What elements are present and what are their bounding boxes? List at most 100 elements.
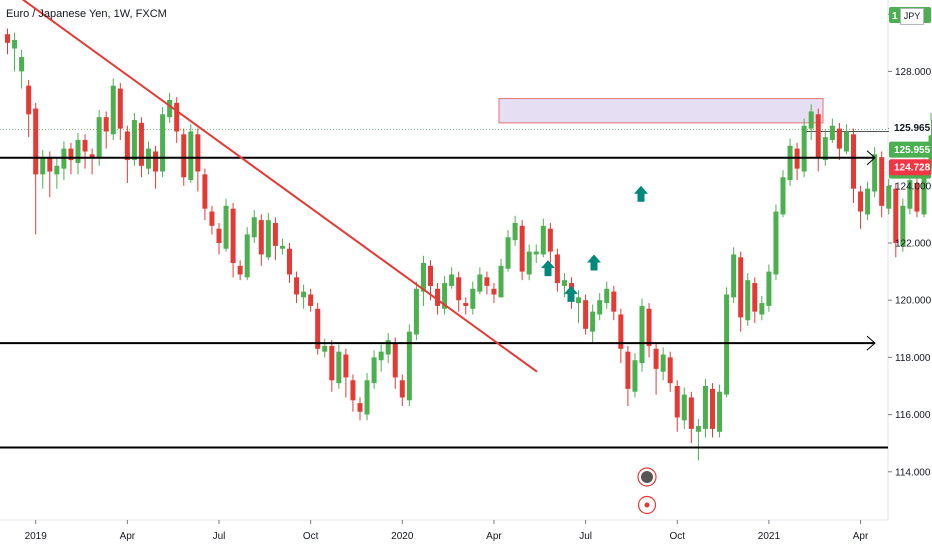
candle-body xyxy=(533,251,539,255)
y-tick-label: 124.000 xyxy=(895,181,932,192)
last-price-label: 125.965 xyxy=(894,123,931,134)
bullish-arrow-icon xyxy=(541,260,555,277)
x-tick-label: 2020 xyxy=(391,531,414,542)
bullish-arrow-icon xyxy=(587,254,601,271)
candle-body xyxy=(428,265,433,286)
candle-body xyxy=(153,151,159,172)
candle-body xyxy=(780,177,786,215)
candle-body xyxy=(660,354,666,372)
candle-body xyxy=(865,188,871,215)
candle-body xyxy=(554,254,560,284)
candle-body xyxy=(597,300,603,315)
candle-body xyxy=(138,122,144,166)
candle-body xyxy=(195,134,201,172)
candle-body xyxy=(12,39,18,49)
candle-body xyxy=(921,165,927,215)
candle-body xyxy=(265,220,271,258)
y-tick-label: 116.000 xyxy=(895,410,931,421)
position-zones xyxy=(498,98,932,132)
drawing-lines[interactable] xyxy=(0,0,888,449)
x-tick-label: Apr xyxy=(120,531,136,542)
candle-body xyxy=(279,245,285,249)
candle-body xyxy=(914,182,920,212)
currency-label[interactable]: JPY xyxy=(900,8,924,25)
event-marker-icon[interactable] xyxy=(637,495,657,515)
gridlines xyxy=(0,0,889,521)
candle-body xyxy=(406,331,412,401)
event-marker-icon[interactable] xyxy=(637,467,657,487)
candle-body xyxy=(336,351,342,384)
candle-body xyxy=(244,234,250,278)
x-tick-label: 2019 xyxy=(25,531,48,542)
candle-body xyxy=(68,148,74,161)
candle-body xyxy=(392,343,398,378)
candle-body xyxy=(576,297,582,304)
trend-line[interactable] xyxy=(8,0,538,373)
candle-body xyxy=(399,380,405,398)
candle-body xyxy=(752,283,758,312)
candle-body xyxy=(759,303,765,315)
candle-body xyxy=(632,360,638,392)
y-tick-label: 114.000 xyxy=(895,467,931,478)
candle-body xyxy=(667,357,673,384)
candle-body xyxy=(815,114,821,158)
y-tick-label: 122.000 xyxy=(895,239,932,250)
candle-body xyxy=(357,403,363,412)
price-axis[interactable]: 130.000128.000126.000124.000122.000120.0… xyxy=(888,10,932,479)
candle-body xyxy=(202,174,208,209)
candle-body xyxy=(540,225,546,255)
chart-title: Euro / Japanese Yen, 1W, FXCM xyxy=(6,8,167,20)
candle-body xyxy=(561,280,567,286)
candle-body xyxy=(702,386,708,429)
candle-body xyxy=(893,188,899,243)
candle-body xyxy=(886,185,892,209)
candle-body xyxy=(900,205,906,246)
level-arrowhead xyxy=(866,335,876,351)
level-arrowhead xyxy=(866,150,876,166)
marker-dot xyxy=(641,471,653,483)
candle-body xyxy=(731,254,737,298)
candle-body xyxy=(82,140,88,152)
candle-body xyxy=(54,165,60,175)
candle-body xyxy=(329,345,335,381)
event-markers[interactable] xyxy=(637,467,657,515)
candle-body xyxy=(801,125,807,172)
candle-body xyxy=(829,125,835,141)
candle-body xyxy=(639,305,645,364)
candle-body xyxy=(251,217,257,238)
candle-body xyxy=(583,300,589,329)
arrows xyxy=(541,185,648,302)
candle-body xyxy=(851,134,856,189)
candle-body xyxy=(435,288,441,306)
candle-body xyxy=(209,211,215,226)
candle-body xyxy=(590,311,596,332)
time-axis[interactable]: 2019AprJulOct2020AprJulOct2021AprJulOct xyxy=(25,520,932,542)
top-price-badge: 1 4 xyxy=(892,11,906,22)
current-price-badge: 125.955 xyxy=(894,145,931,156)
candle-body xyxy=(681,394,687,421)
x-tick-label: Jul xyxy=(579,531,592,542)
candle-body xyxy=(47,157,53,172)
candles xyxy=(5,28,932,461)
candle-body xyxy=(308,294,314,306)
candle-body xyxy=(216,228,222,243)
candle-body xyxy=(174,102,180,132)
candle-body xyxy=(442,283,448,309)
x-tick-label: Apr xyxy=(853,531,869,542)
candle-body xyxy=(773,211,779,275)
candle-body xyxy=(287,248,292,275)
candle-body xyxy=(745,280,751,321)
candle-body xyxy=(26,85,32,115)
candle-body xyxy=(181,134,187,178)
candle-body xyxy=(294,277,300,295)
last-price-label-bg xyxy=(889,119,931,136)
candle-body xyxy=(808,111,814,129)
candle-body xyxy=(413,288,419,335)
candle-body xyxy=(110,85,116,135)
candle-body xyxy=(843,131,849,152)
candle-body xyxy=(5,34,10,43)
x-tick-label: Apr xyxy=(486,531,502,542)
